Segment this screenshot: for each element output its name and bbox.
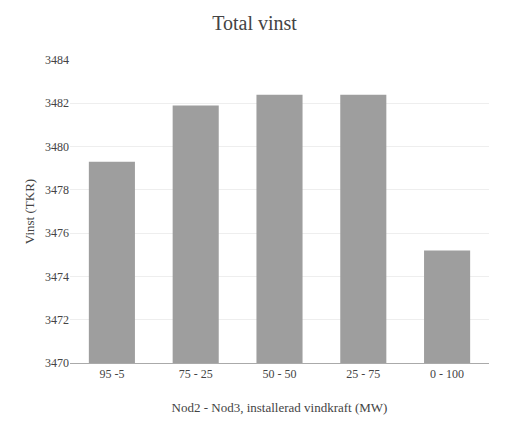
svg-text:25 - 75: 25 - 75: [346, 367, 380, 381]
svg-text:3478: 3478: [45, 183, 69, 197]
svg-text:75 - 25: 75 - 25: [179, 367, 213, 381]
svg-text:0 - 100: 0 - 100: [430, 367, 464, 381]
svg-text:95 -5: 95 -5: [99, 367, 124, 381]
svg-text:3474: 3474: [45, 270, 69, 284]
svg-text:Vinst (TKR): Vinst (TKR): [22, 179, 37, 244]
svg-text:3472: 3472: [45, 313, 69, 327]
svg-text:Nod2 - Nod3, installerad vindk: Nod2 - Nod3, installerad vindkraft (MW): [172, 400, 388, 415]
svg-text:3470: 3470: [45, 356, 69, 370]
svg-text:50 - 50: 50 - 50: [263, 367, 297, 381]
svg-text:3482: 3482: [45, 96, 69, 110]
svg-text:Total vinst: Total vinst: [212, 12, 297, 34]
svg-text:3476: 3476: [45, 226, 69, 240]
svg-text:3484: 3484: [45, 53, 69, 67]
svg-text:3480: 3480: [45, 140, 69, 154]
